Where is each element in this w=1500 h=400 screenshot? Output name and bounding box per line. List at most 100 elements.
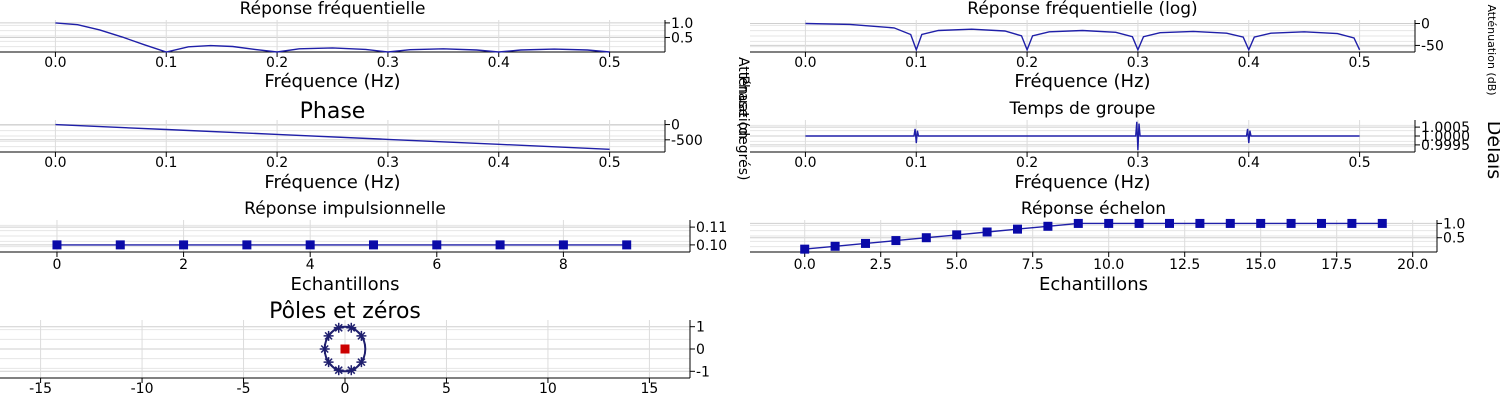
x-tick-label: 5.0	[946, 257, 968, 273]
y-tick-label: -1	[696, 364, 710, 380]
data-point	[305, 240, 315, 250]
zero-marker	[319, 344, 330, 354]
x-tick-label: 0.0	[794, 55, 816, 71]
chart-phase: 0.0 0.1 0.2 0.3 0.4 0.5 0-500 Phase Fréquence (H…	[0, 76, 751, 193]
data-point	[1104, 218, 1114, 228]
chart-title: Phase	[300, 99, 366, 124]
x-tick-label: 0.5	[1348, 55, 1370, 71]
x-tick-label: 17.5	[1321, 257, 1352, 273]
series-line	[805, 22, 1361, 52]
data-point	[830, 241, 840, 251]
y-tick-label: 1.0	[1443, 216, 1465, 232]
x-tick-label: 7.5	[1022, 257, 1044, 273]
x-tick-label: 10.0	[1093, 257, 1124, 273]
x-tick-label: 12.5	[1169, 257, 1200, 273]
x-tick-label: 0.0	[794, 257, 816, 273]
chart-title: Temps de groupe	[1008, 99, 1155, 119]
data-point	[800, 244, 810, 254]
data-point	[1043, 221, 1053, 231]
x-axis-label: Echantillons	[1039, 274, 1148, 295]
x-tick-label: -10	[131, 381, 154, 397]
data-point	[368, 240, 378, 250]
zero-marker	[333, 322, 344, 333]
x-tick-label: 0.4	[1238, 55, 1260, 71]
x-tick-label: 0	[53, 257, 62, 273]
y-tick-label: 0	[1421, 17, 1430, 33]
data-point	[1286, 218, 1296, 228]
x-tick-label: 0.5	[1348, 155, 1370, 171]
chart-step: 0.0 2.5 5.0 7.5 10.0 12.5 15.0 17.5 20.0 1.00.5 Ré…	[750, 199, 1465, 295]
data-point	[982, 227, 992, 237]
x-tick-label: 0.1	[905, 55, 927, 71]
zero-marker	[356, 357, 367, 368]
data-point	[1073, 218, 1083, 228]
x-tick-label: 0.3	[377, 155, 399, 171]
data-point	[179, 240, 189, 250]
zero-marker	[323, 330, 334, 341]
x-tick-label: 0.1	[155, 155, 177, 171]
chart-freq-log: 0.0 0.1 0.2 0.3 0.4 0.5 0 -50 Réponse fréquentie…	[750, 0, 1498, 96]
data-point	[921, 233, 931, 243]
data-point	[1134, 218, 1144, 228]
x-axis-label: Fréquence (Hz)	[1014, 172, 1150, 193]
x-tick-label: 0.0	[44, 55, 66, 71]
data-point	[952, 230, 962, 240]
y-tick-label: 1	[696, 320, 705, 336]
x-tick-label: 0.2	[1016, 155, 1038, 171]
zero-marker	[346, 322, 357, 333]
x-tick-label: 2	[179, 257, 188, 273]
data-point	[1377, 218, 1387, 228]
data-point	[115, 240, 125, 250]
x-tick-label: 0.3	[1127, 55, 1149, 71]
y-axis-label: Atténuation	[735, 57, 751, 139]
y-axis-label: Phase (degrés)	[735, 76, 751, 181]
y-tick-label: 0.5	[1443, 231, 1465, 247]
x-tick-label: 0.2	[266, 55, 288, 71]
y-tick-label: 0	[671, 118, 680, 134]
x-tick-label: 6	[432, 257, 441, 273]
chart-title: Réponse fréquentielle (log)	[967, 0, 1197, 19]
x-tick-label: 15	[640, 381, 658, 397]
chart-impulse: 0 2 4 6 8 0.11 0.10 Réponse impulsionnelle Echan…	[0, 199, 727, 295]
y-axis-label: Délais	[1483, 121, 1500, 179]
x-axis-label: Echantillons	[291, 274, 400, 295]
y-tick-label: 1.0000	[1421, 129, 1470, 145]
y-tick-label: 0	[696, 342, 705, 358]
data-point	[52, 240, 62, 250]
x-tick-label: 0.0	[794, 155, 816, 171]
y-tick-label: -500	[671, 133, 703, 149]
series-line	[55, 123, 610, 150]
y-tick-label: -50	[1421, 38, 1444, 54]
x-tick-label: 0	[341, 381, 350, 397]
y-tick-label: 0.9995	[1421, 138, 1470, 154]
x-tick-label: 20.0	[1397, 257, 1428, 273]
y-axis-label: Atténuation (dB)	[1485, 4, 1498, 95]
chart-title: Réponse échelon	[1021, 199, 1166, 219]
data-point	[1225, 218, 1235, 228]
data-point	[1347, 218, 1357, 228]
x-tick-label: 4	[306, 257, 315, 273]
x-tick-label: 5	[442, 381, 451, 397]
data-point	[432, 240, 442, 250]
series-line	[804, 222, 1383, 250]
series-line	[805, 121, 1360, 151]
chart-title: Réponse impulsionnelle	[244, 199, 446, 219]
y-tick-label: 1.0005	[1421, 120, 1470, 136]
x-tick-label: 0.1	[155, 55, 177, 71]
zero-marker	[356, 330, 367, 341]
x-tick-label: 2.5	[870, 257, 892, 273]
chart-title: Pôles et zéros	[269, 299, 421, 324]
zero-marker	[346, 365, 357, 376]
x-axis-label: Fréquence (Hz)	[264, 71, 400, 92]
data-point	[1164, 218, 1174, 228]
data-point	[242, 240, 252, 250]
x-tick-label: 10	[539, 381, 557, 397]
pole-marker	[340, 344, 350, 354]
data-point	[1316, 218, 1326, 228]
x-axis-label: Fréquence (Hz)	[1014, 71, 1150, 92]
x-tick-label: 0.3	[1127, 155, 1149, 171]
data-point	[495, 240, 505, 250]
